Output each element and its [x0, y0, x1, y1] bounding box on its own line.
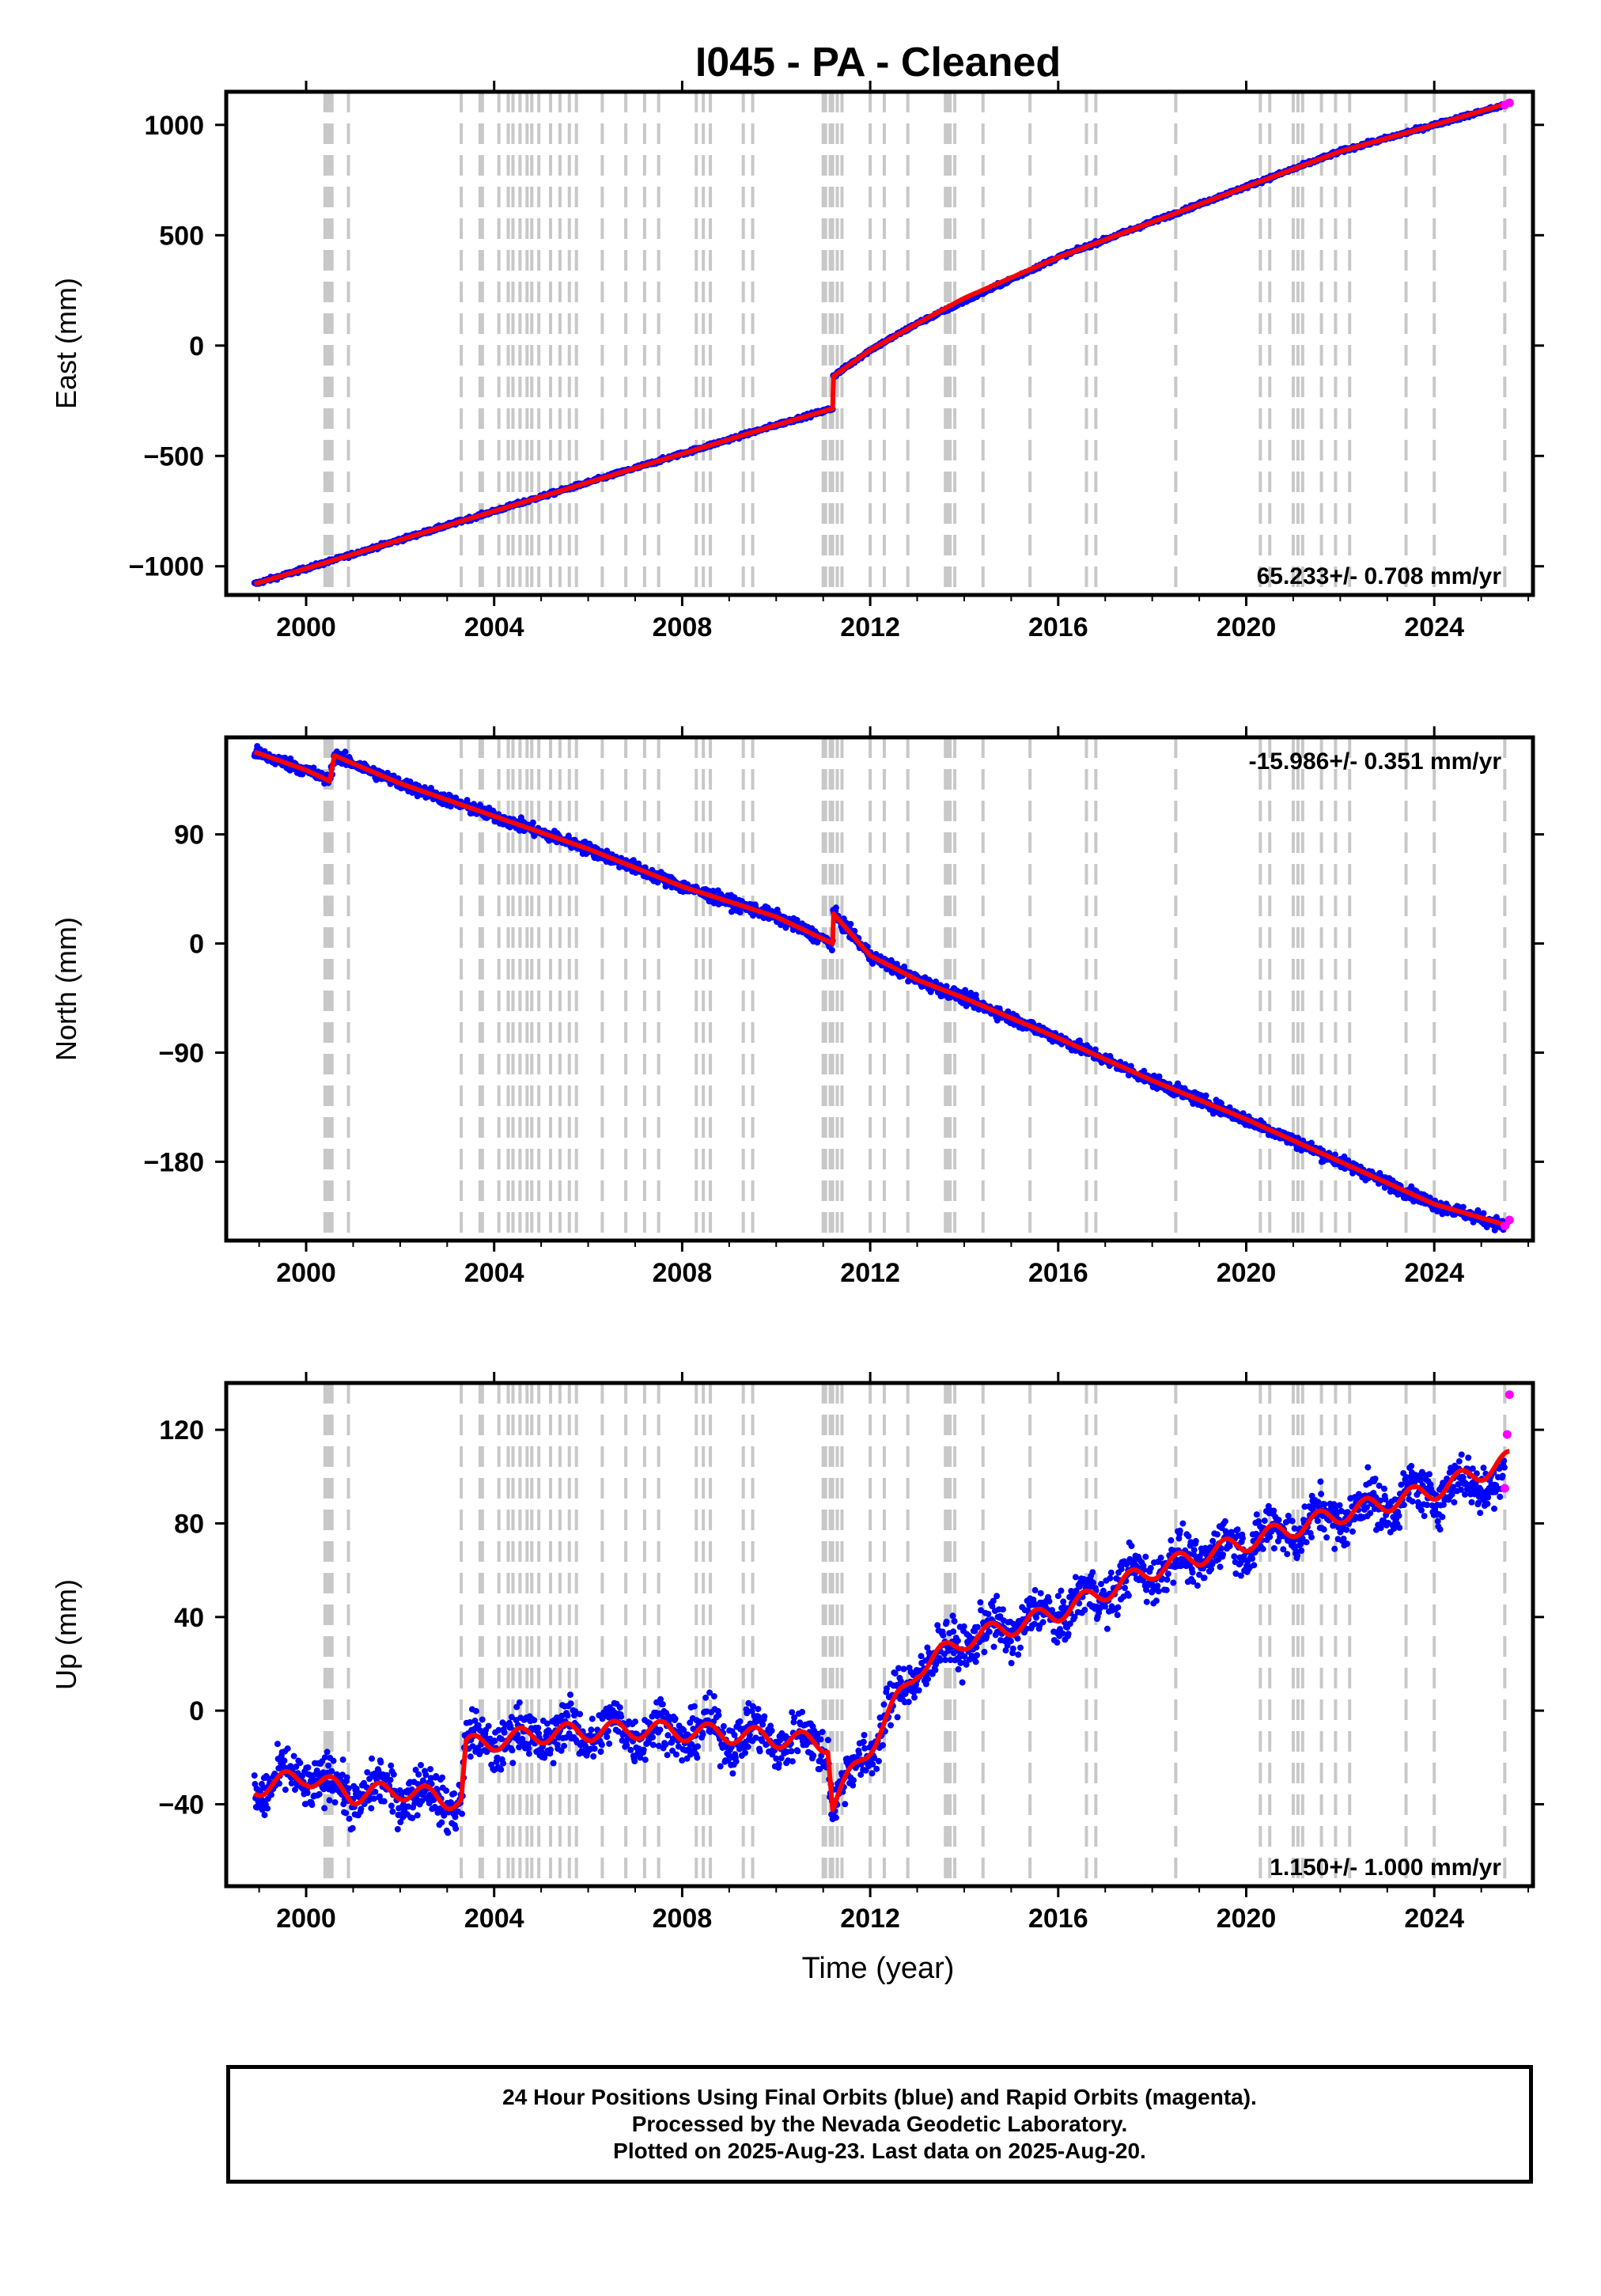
footer-box: 24 Hour Positions Using Final Orbits (bl…: [226, 2065, 1533, 2184]
rapid-orbit-point: [1504, 98, 1514, 108]
x-tick-label: 2012: [840, 1904, 900, 1934]
up-panel: 2000 2004 2008 2012 2016 2020 2024 −40 0 40 80 120 U…: [50, 1372, 1544, 1934]
y-tick-label: −40: [158, 1790, 204, 1820]
step-lines: [323, 1383, 1507, 1886]
x-tick-label: 2004: [464, 612, 524, 642]
x-axis-label: Time (year): [802, 1952, 955, 1985]
x-tick-label: 2000: [276, 1904, 336, 1934]
x-tick-label: 2020: [1217, 1904, 1277, 1934]
data-group: [251, 1390, 1514, 1836]
chart-title: I045 - PA - Cleaned: [695, 40, 1061, 85]
model-line: [252, 749, 1512, 1229]
model-line: [252, 1449, 1512, 1813]
north-panel: 2000 2004 2008 2012 2016 2020 2024 −180 −90 0 90 No…: [50, 726, 1544, 1288]
y-tick-label: 120: [159, 1415, 204, 1445]
x-tick-label: 2016: [1028, 1258, 1088, 1288]
x-tick-label: 2020: [1217, 612, 1277, 642]
plot-frame: [224, 735, 1535, 1243]
x-tick-label: 2000: [276, 1258, 336, 1288]
plot-frame: [224, 89, 1535, 597]
rapid-orbit-point: [1504, 1390, 1514, 1400]
x-tick-label: 2000: [276, 612, 336, 642]
y-tick-label: −1000: [129, 552, 205, 582]
plot-frame: [224, 1381, 1535, 1889]
y-tick-label: 0: [189, 1696, 204, 1726]
rate-label: 1.150+/- 1.000 mm/yr: [1270, 1855, 1501, 1881]
step-lines: [323, 92, 1507, 595]
rate-label: -15.986+/- 0.351 mm/yr: [1249, 748, 1502, 775]
final-orbit-points: [251, 1451, 1508, 1836]
final-orbit-points: [251, 743, 1508, 1233]
y-tick-label: 1000: [144, 111, 204, 141]
footer-line-3: Plotted on 2025-Aug-23. Last data on 202…: [613, 2139, 1146, 2163]
x-tick-label: 2020: [1217, 1258, 1277, 1288]
rapid-orbit-point: [1502, 1430, 1512, 1439]
y-tick-label: 90: [174, 820, 204, 851]
data-group: [251, 98, 1514, 587]
footer-line-1: 24 Hour Positions Using Final Orbits (bl…: [502, 2085, 1257, 2109]
y-tick-label: −90: [158, 1038, 204, 1068]
y-tick-label: 500: [159, 221, 204, 251]
x-tick-label: 2016: [1028, 612, 1088, 642]
x-tick-label: 2024: [1404, 1258, 1464, 1288]
model-line: [252, 100, 1512, 586]
y-tick-label: 0: [189, 332, 204, 362]
east-panel: 2000 2004 2008 2012 2016 2020 2024 −1000 −500 0 50…: [50, 81, 1544, 642]
rate-label: 65.233+/- 0.708 mm/yr: [1257, 563, 1502, 589]
y-axis-label: Up (mm): [50, 1579, 82, 1690]
y-tick-label: 0: [189, 930, 204, 960]
rapid-orbit-point: [1500, 1222, 1509, 1231]
x-tick-label: 2008: [653, 612, 713, 642]
data-group: [251, 743, 1514, 1233]
y-axis-label: East (mm): [50, 278, 82, 409]
y-tick-label: 80: [174, 1509, 204, 1539]
x-tick-label: 2004: [464, 1904, 524, 1934]
footer-line-2: Processed by the Nevada Geodetic Laborat…: [631, 2112, 1128, 2136]
y-tick-label: −180: [143, 1147, 204, 1177]
rapid-orbit-point: [1500, 1483, 1509, 1493]
x-tick-label: 2008: [653, 1258, 713, 1288]
x-tick-label: 2016: [1028, 1904, 1088, 1934]
x-tick-label: 2008: [653, 1904, 713, 1934]
x-tick-label: 2024: [1404, 1904, 1464, 1934]
y-axis-label: North (mm): [50, 917, 82, 1061]
x-tick-label: 2012: [840, 612, 900, 642]
y-tick-label: −500: [143, 441, 204, 472]
step-lines: [323, 737, 1507, 1241]
x-tick-label: 2012: [840, 1258, 900, 1288]
rapid-orbit-point: [1504, 1215, 1514, 1225]
x-tick-label: 2024: [1404, 612, 1464, 642]
x-tick-label: 2004: [464, 1258, 524, 1288]
y-tick-label: 40: [174, 1603, 204, 1633]
